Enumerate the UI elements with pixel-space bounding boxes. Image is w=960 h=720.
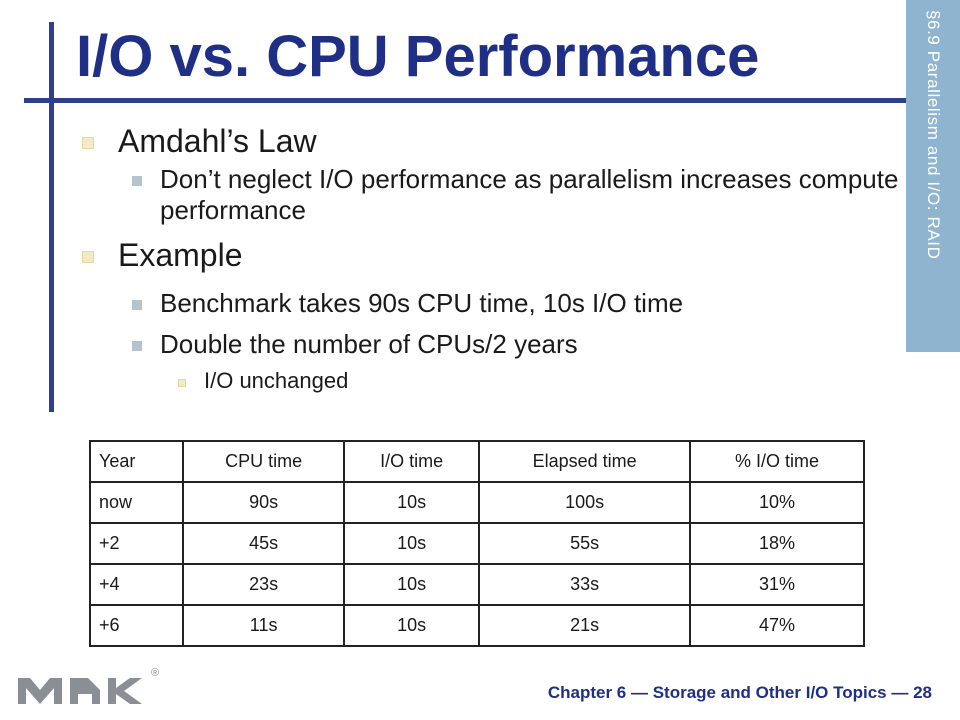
table-cell: 55s [478,522,692,565]
square-bullet-icon [82,251,94,263]
sub-bullet-double-cpus: Double the number of CPUs/2 years [80,329,910,360]
table-cell: 10s [343,522,481,565]
section-side-tab: §6.9 Parallelism and I/O: RAID [906,0,960,352]
bullet-list: Amdahl’s Law Don’t neglect I/O performan… [80,118,910,396]
table-header-row: Year CPU time I/O time Elapsed time % I/… [88,440,865,483]
slide-footer: Chapter 6 — Storage and Other I/O Topics… [547,683,932,702]
bullet-example-text: Example [118,237,243,273]
table-row: +2 45s 10s 55s 18% [88,522,865,565]
column-header: CPU time [182,440,346,483]
sub-sub-bullet-io-unchanged: I/O unchanged [80,366,910,396]
column-header: % I/O time [689,440,865,483]
table-row: +4 23s 10s 33s 31% [88,563,865,606]
square-bullet-icon [132,300,142,310]
table-cell: 10s [343,481,481,524]
column-header: Year [88,440,185,483]
table-cell: 90s [182,481,346,524]
table-cell: 31% [689,563,865,606]
sub-sub-bullet-io-unchanged-text: I/O unchanged [204,368,349,393]
title-accent-horizontal-bar [24,98,944,103]
table-cell: 18% [689,522,865,565]
table-row: +6 11s 10s 21s 47% [88,604,865,647]
square-bullet-icon [82,137,94,149]
table-cell: 21s [478,604,692,647]
table-cell: +4 [88,563,185,606]
section-side-tab-label: §6.9 Parallelism and I/O: RAID [924,10,943,260]
square-bullet-icon [132,176,142,186]
svg-text:®: ® [151,667,159,679]
table-cell: now [88,481,185,524]
square-bullet-icon [178,379,186,387]
table-cell: 23s [182,563,346,606]
sub-bullet-benchmark: Benchmark takes 90s CPU time, 10s I/O ti… [80,288,910,319]
sub-bullet-benchmark-text: Benchmark takes 90s CPU time, 10s I/O ti… [160,288,684,318]
title-accent-vertical-bar [49,22,54,412]
mk-publisher-logo: ® [18,667,159,704]
table-row: now 90s 10s 100s 10% [88,481,865,524]
table-cell: 11s [182,604,346,647]
table-cell: +2 [88,522,185,565]
table-cell: 100s [478,481,692,524]
table-cell: 10% [689,481,865,524]
bullet-example: Example [80,232,910,278]
bullet-amdahl-text: Amdahl’s Law [118,123,317,159]
bullet-amdahl: Amdahl’s Law [80,118,910,164]
sub-bullet-io-neglect-text: Don’t neglect I/O performance as paralle… [160,164,899,225]
table-cell: +6 [88,604,185,647]
column-header: Elapsed time [478,440,692,483]
slide-title: I/O vs. CPU Performance [76,24,760,89]
column-header: I/O time [343,440,481,483]
sub-bullet-double-cpus-text: Double the number of CPUs/2 years [160,329,578,359]
table-cell: 33s [478,563,692,606]
table-cell: 10s [343,604,481,647]
table-cell: 45s [182,522,346,565]
table-cell: 47% [689,604,865,647]
table-cell: 10s [343,563,481,606]
square-bullet-icon [132,341,142,351]
performance-table: Year CPU time I/O time Elapsed time % I/… [88,440,865,647]
sub-bullet-io-neglect: Don’t neglect I/O performance as paralle… [80,164,910,226]
